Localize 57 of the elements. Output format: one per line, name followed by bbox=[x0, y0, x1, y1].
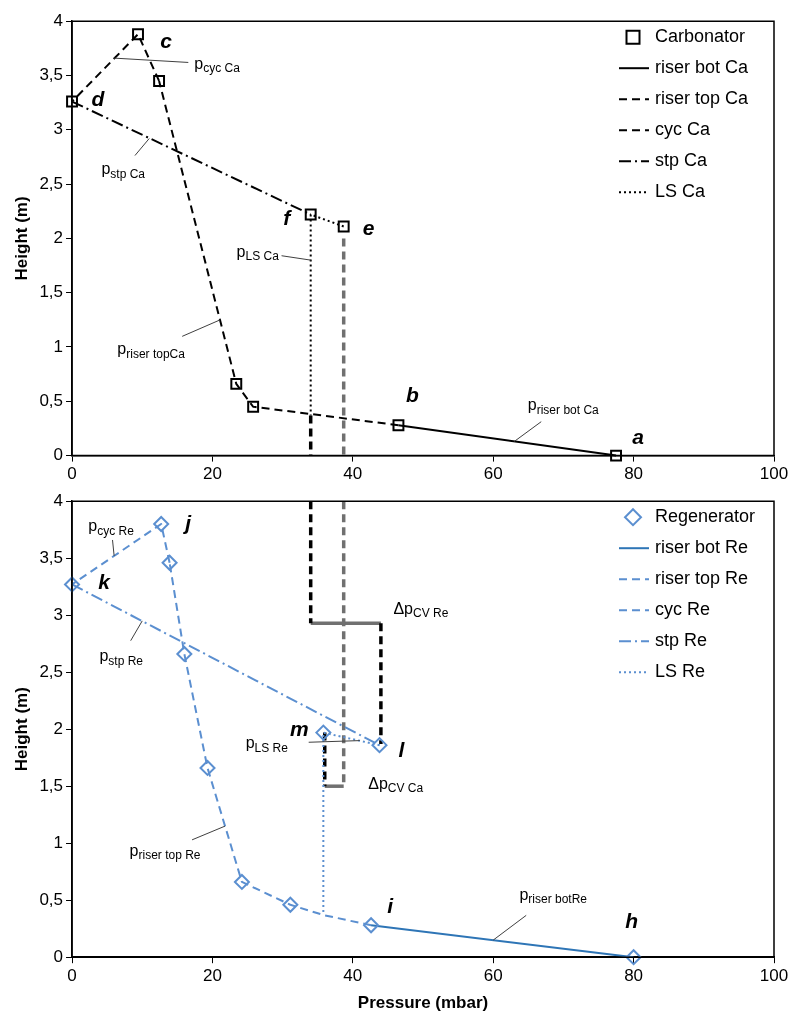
legend-label: riser top Ca bbox=[655, 88, 750, 109]
y-tick-label: 3,5 bbox=[39, 65, 64, 85]
y-tick-label: 3 bbox=[53, 119, 64, 139]
annotation: f bbox=[283, 206, 293, 230]
x-tick-label: 0 bbox=[67, 966, 77, 986]
y-tick-label: 0,5 bbox=[39, 889, 64, 909]
legend-label: cyc Ca bbox=[655, 119, 711, 140]
x-tick-label: 20 bbox=[202, 966, 222, 986]
y-tick-label: 2 bbox=[53, 228, 64, 248]
x-tick-label: 0 bbox=[67, 464, 77, 484]
y-tick-label: 1 bbox=[53, 336, 64, 356]
legend-label: riser bot Ca bbox=[655, 57, 750, 78]
y-tick-label: 2,5 bbox=[39, 173, 64, 193]
x-tick-label: 100 bbox=[759, 464, 789, 484]
x-tick-label: 60 bbox=[483, 464, 503, 484]
x-tick-label: 80 bbox=[624, 464, 644, 484]
y-tick-label: 3,5 bbox=[39, 547, 64, 567]
y-tick-label: 0 bbox=[53, 946, 64, 966]
y-axis-title: Height (m) bbox=[11, 687, 31, 772]
y-tick-label: 0,5 bbox=[39, 390, 64, 410]
annotation: c bbox=[160, 29, 173, 53]
y-tick-label: 4 bbox=[53, 10, 64, 30]
annotation: h bbox=[625, 909, 639, 932]
annotation: b bbox=[406, 382, 420, 406]
x-tick-label: 40 bbox=[343, 464, 363, 484]
legend-label: Regenerator bbox=[655, 506, 756, 527]
legend-label: riser top Re bbox=[655, 568, 749, 589]
y-tick-label: 0 bbox=[53, 445, 64, 465]
annotation: l bbox=[398, 737, 406, 761]
legend-label: Carbonator bbox=[655, 26, 746, 47]
annotation: a bbox=[632, 425, 645, 449]
legend-label: LS Ca bbox=[655, 181, 707, 202]
y-tick-label: 1,5 bbox=[39, 282, 64, 302]
y-tick-label: 3 bbox=[53, 604, 64, 624]
annotation: m bbox=[290, 717, 309, 741]
y-tick-label: 1,5 bbox=[39, 775, 64, 795]
annotation: j bbox=[182, 510, 193, 534]
legend-label: stp Ca bbox=[655, 150, 709, 171]
legend-label: stp Re bbox=[655, 630, 708, 651]
annotation: e bbox=[362, 216, 375, 240]
y-tick-label: 1 bbox=[53, 832, 64, 852]
y-tick-label: 2 bbox=[53, 718, 64, 738]
legend-label: cyc Re bbox=[655, 599, 711, 620]
x-axis-title: Pressure (mbar) bbox=[357, 993, 489, 1013]
x-tick-label: 40 bbox=[343, 966, 363, 986]
y-tick-label: 2,5 bbox=[39, 661, 64, 681]
y-axis-title: Height (m) bbox=[11, 196, 31, 281]
annotation: i bbox=[387, 894, 395, 918]
annotation: k bbox=[98, 570, 112, 594]
annotation: d bbox=[91, 87, 106, 111]
x-tick-label: 100 bbox=[759, 966, 789, 986]
x-tick-label: 80 bbox=[624, 966, 644, 986]
x-tick-label: 60 bbox=[483, 966, 503, 986]
x-tick-label: 20 bbox=[202, 464, 222, 484]
y-tick-label: 4 bbox=[53, 490, 64, 510]
legend-label: riser bot Re bbox=[655, 537, 749, 558]
legend-label: LS Re bbox=[655, 661, 706, 682]
